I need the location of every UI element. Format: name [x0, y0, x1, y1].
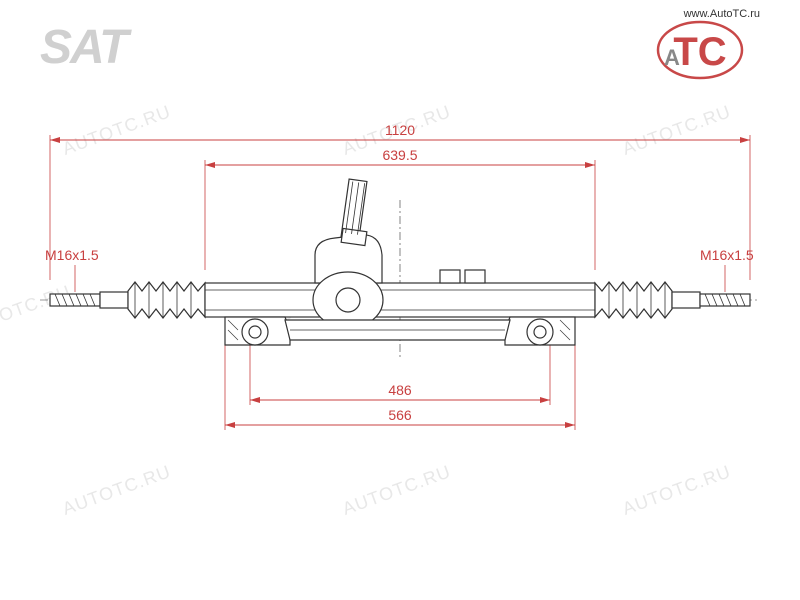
dim-overall-width: 1120 — [385, 122, 415, 138]
dim-mount-outer: 566 — [388, 407, 412, 423]
dim-thread-left: M16x1.5 — [45, 247, 99, 263]
steering-rack-diagram: 1120 639.5 486 566 M16x1.5 M16x1.5 — [0, 0, 800, 600]
dim-inner-width: 639.5 — [382, 147, 417, 163]
boot-left — [128, 282, 205, 318]
boot-right — [595, 282, 672, 318]
mount-bracket-right — [505, 317, 575, 345]
dim-mount-inner: 486 — [388, 382, 412, 398]
dim-thread-right: M16x1.5 — [700, 247, 754, 263]
mount-bracket-left — [225, 317, 290, 345]
pinion-housing — [313, 179, 383, 328]
